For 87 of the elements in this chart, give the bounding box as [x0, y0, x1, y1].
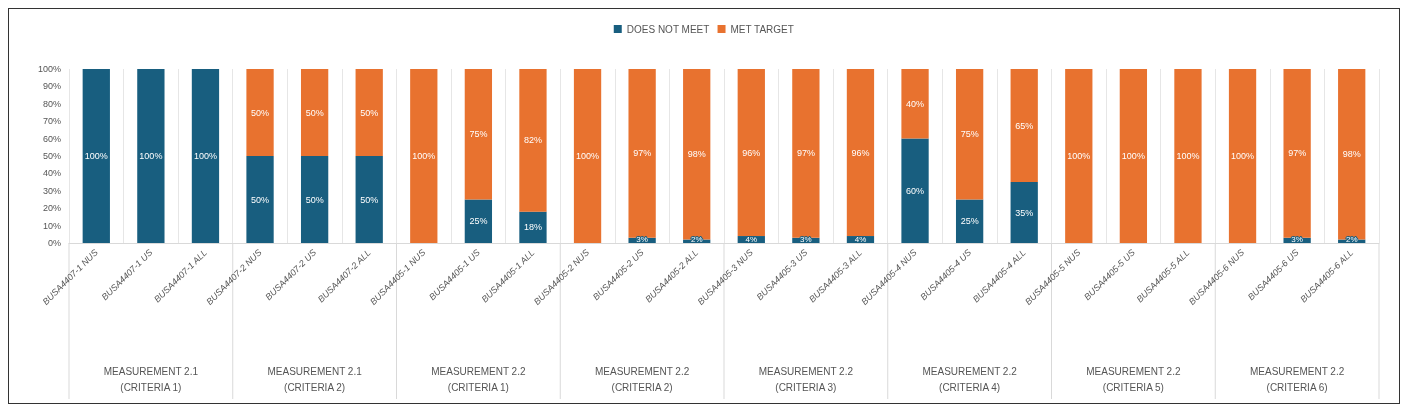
data-label: 75%	[469, 129, 488, 140]
y-tick-label: 40%	[42, 168, 61, 179]
data-label: 96%	[851, 147, 870, 158]
bar	[410, 69, 438, 243]
bar	[355, 156, 383, 243]
data-label: 25%	[469, 216, 488, 227]
y-tick-label: 30%	[42, 185, 61, 196]
text: MEASUREMENT 2.1 (CRITERIA 1)	[103, 365, 199, 393]
text: MEASUREMENT 2.2 (CRITERIA 1)	[431, 365, 526, 393]
bar	[82, 69, 110, 243]
y-tick-label: 20%	[42, 203, 61, 214]
text: MEASUREMENT 2.2 (CRITERIA 5)	[1086, 365, 1181, 393]
data-label: 98%	[687, 149, 706, 160]
data-label: 18%	[523, 222, 542, 233]
text: MEASUREMENT 2.2 (CRITERIA 6)	[1249, 365, 1345, 393]
data-label: 100%	[84, 151, 108, 161]
data-label: 100%	[576, 151, 600, 161]
legend-label: MET TARGET	[730, 23, 794, 35]
y-tick-label: 50%	[42, 151, 61, 161]
data-label: 98%	[1342, 149, 1361, 160]
bar	[464, 69, 493, 200]
data-label: 100%	[139, 151, 163, 161]
text: MEASUREMENT 2.2 (CRITERIA 3)	[758, 365, 854, 393]
data-label: 100%	[1231, 151, 1255, 161]
bar	[300, 156, 329, 243]
bar	[519, 211, 547, 243]
data-label: 50%	[305, 107, 324, 118]
bar	[955, 199, 984, 243]
bar	[1338, 69, 1366, 240]
data-label: 65%	[1015, 120, 1034, 131]
data-label: 50%	[360, 194, 379, 205]
y-tick-label: 90%	[42, 81, 61, 92]
data-label: 100%	[412, 151, 436, 161]
data-label: 50%	[251, 107, 270, 118]
y-tick-label: 10%	[42, 220, 61, 231]
bar	[846, 69, 875, 237]
bar	[519, 69, 547, 212]
bar	[792, 69, 820, 238]
bar	[901, 69, 929, 139]
text: MEASUREMENT 2.1 (CRITERIA 2)	[267, 365, 363, 393]
bar	[300, 69, 329, 156]
bar	[955, 69, 984, 200]
data-label: 100%	[1067, 151, 1091, 161]
data-label: 35%	[1015, 207, 1034, 218]
bar	[246, 69, 274, 156]
bar	[1174, 69, 1202, 243]
bar	[1119, 69, 1148, 243]
bar	[1228, 69, 1257, 243]
data-label: 82%	[523, 135, 542, 146]
y-tick-label: 0%	[47, 238, 61, 248]
data-label: 97%	[796, 148, 815, 159]
text: MEASUREMENT 2.2 (CRITERIA 4)	[922, 365, 1018, 393]
y-tick-label: 100%	[37, 64, 61, 74]
data-label: 4%	[745, 234, 758, 244]
bar	[191, 69, 220, 243]
data-label: 40%	[906, 98, 925, 109]
legend-label: DOES NOT MEET	[626, 23, 710, 35]
bar	[901, 138, 929, 243]
y-tick-label: 60%	[42, 133, 61, 144]
bar	[573, 69, 602, 243]
data-label: 50%	[251, 194, 270, 205]
data-label: 100%	[1121, 151, 1145, 161]
bar	[1283, 69, 1311, 238]
data-label: 100%	[1176, 151, 1200, 161]
data-label: 60%	[906, 185, 925, 196]
text: MEASUREMENT 2.2 (CRITERIA 2)	[594, 365, 690, 393]
y-tick-label: 80%	[42, 98, 61, 109]
data-label: 75%	[960, 129, 979, 140]
bar	[137, 69, 165, 243]
data-label: 96%	[742, 147, 761, 158]
bar	[628, 69, 656, 238]
data-label: 25%	[960, 216, 979, 227]
data-label: 97%	[633, 148, 652, 159]
bar	[246, 156, 274, 243]
data-label: 97%	[1288, 148, 1307, 159]
data-label: 50%	[360, 107, 379, 118]
bar	[1010, 69, 1038, 183]
data-label: 50%	[305, 194, 324, 205]
bar	[737, 69, 765, 237]
bar	[355, 69, 383, 156]
bar	[1010, 182, 1038, 243]
data-label: 4%	[854, 234, 867, 244]
data-label: 100%	[193, 151, 217, 161]
bar	[683, 69, 711, 240]
bar	[1065, 69, 1093, 243]
bar	[464, 199, 493, 243]
y-tick-label: 70%	[42, 116, 61, 127]
